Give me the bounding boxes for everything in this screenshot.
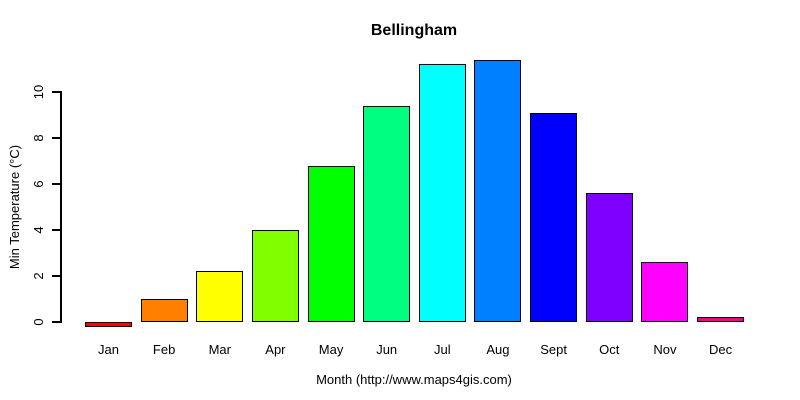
x-axis-tick-label: Oct bbox=[599, 342, 620, 357]
x-axis-tick-label: Nov bbox=[653, 342, 677, 357]
y-axis-tick-label: 6 bbox=[30, 180, 46, 188]
x-axis-tick-label: Dec bbox=[708, 342, 733, 357]
y-axis-tick-label: 4 bbox=[30, 226, 46, 234]
y-axis-tick bbox=[52, 137, 60, 139]
bar-feb bbox=[140, 299, 188, 322]
y-axis-line bbox=[60, 91, 62, 323]
y-axis-tick bbox=[52, 229, 60, 231]
y-axis-tick-label: 10 bbox=[30, 84, 46, 100]
bar-oct bbox=[585, 193, 633, 322]
y-axis-tick bbox=[52, 91, 60, 93]
bar-nov bbox=[641, 262, 689, 322]
x-axis-tick-label: May bbox=[318, 342, 344, 357]
x-axis-tick-label: Jan bbox=[98, 342, 119, 357]
bar-jul bbox=[418, 64, 466, 322]
bar-mar bbox=[196, 271, 244, 322]
y-axis-tick-label: 8 bbox=[30, 134, 46, 142]
y-axis-tick-label: 0 bbox=[30, 318, 46, 326]
bar-apr bbox=[251, 230, 299, 322]
chart-title: Bellingham bbox=[370, 22, 458, 39]
x-axis-tick-label: Sept bbox=[540, 342, 567, 357]
x-axis-title: Month (http://www.maps4gis.com) bbox=[316, 372, 512, 387]
x-axis-tick-label: Feb bbox=[152, 342, 176, 357]
y-axis-tick-label: 2 bbox=[30, 272, 46, 280]
y-axis-tick bbox=[52, 275, 60, 277]
x-axis-tick-label: Aug bbox=[486, 342, 510, 357]
bar-may bbox=[307, 165, 355, 322]
bar-jun bbox=[363, 105, 411, 322]
bar-sept bbox=[530, 112, 578, 322]
bar-dec bbox=[697, 317, 745, 322]
bar-aug bbox=[474, 59, 522, 322]
y-axis-tick bbox=[52, 321, 60, 323]
x-axis-tick-label: Apr bbox=[265, 342, 286, 357]
x-axis-tick-label: Jul bbox=[434, 342, 451, 357]
x-axis-tick-label: Mar bbox=[208, 342, 231, 357]
x-axis-tick-label: Jun bbox=[376, 342, 398, 357]
bar-jan bbox=[85, 322, 132, 327]
y-axis-tick bbox=[52, 183, 60, 185]
